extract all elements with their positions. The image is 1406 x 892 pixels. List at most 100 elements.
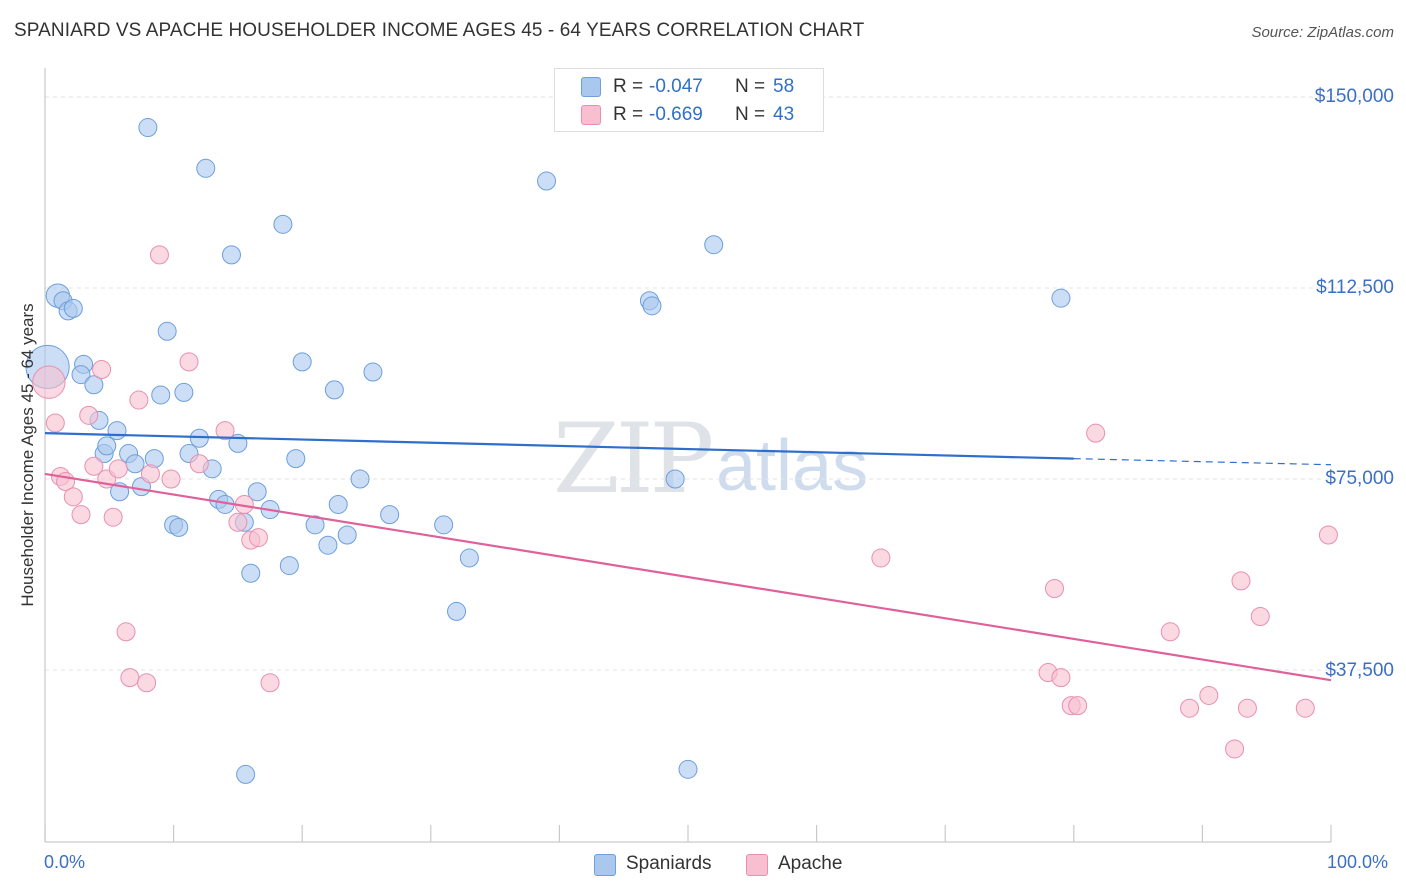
spaniard-point-4 — [63, 298, 83, 318]
legend-row-spaniards: R = -0.047 N = 58 — [555, 73, 823, 99]
spaniard-point-55 — [704, 235, 724, 255]
y-axis-title: Householder Income Ages 45 - 64 years — [18, 303, 37, 607]
spaniard-point-40 — [318, 535, 338, 555]
apache-point-35 — [1180, 698, 1200, 718]
bottom-legend-label-spaniards: Spaniards — [626, 853, 712, 874]
spaniard-point-52 — [642, 296, 662, 316]
watermark-zip: ZIP — [553, 403, 714, 515]
apache-point-30 — [1051, 668, 1071, 688]
apache-point-14 — [129, 390, 149, 410]
spaniard-point-25 — [196, 158, 216, 178]
spaniard-point-50 — [537, 171, 557, 191]
correlation-legend: R = -0.047 N = 58 R = -0.669 N = 43 — [554, 68, 824, 132]
bottom-legend-swatch-apache — [746, 854, 768, 876]
apache-point-39 — [1237, 698, 1257, 718]
legend-r-label: R = — [613, 104, 644, 125]
spaniard-point-57 — [236, 764, 256, 784]
spaniard-point-47 — [434, 515, 454, 535]
y-tick-label-150000: $150,000 — [1314, 86, 1394, 107]
legend-n-label: N = — [735, 104, 766, 125]
spaniard-point-39 — [305, 515, 325, 535]
spaniard-point-45 — [363, 362, 383, 382]
apache-point-7 — [84, 456, 104, 476]
bottom-legend-label-apache: Apache — [778, 853, 843, 874]
spaniard-point-46 — [380, 505, 400, 525]
legend-r-value-apache: -0.669 — [649, 104, 703, 125]
apache-point-4 — [63, 487, 83, 507]
apache-point-33 — [1086, 423, 1106, 443]
apache-point-20 — [189, 454, 209, 474]
legend-r-label: R = — [613, 76, 644, 97]
legend-n-label: N = — [735, 76, 766, 97]
spaniard-point-42 — [328, 494, 348, 514]
spaniard-point-43 — [337, 525, 357, 545]
apache-point-17 — [149, 245, 169, 265]
spaniard-point-44 — [350, 469, 370, 489]
spaniard-point-19 — [157, 321, 177, 341]
spaniard-point-21 — [169, 517, 189, 537]
apache-point-15 — [137, 673, 157, 693]
apache-point-34 — [1160, 622, 1180, 642]
apache-point-22 — [228, 512, 248, 532]
spaniard-point-24 — [189, 428, 209, 448]
apache-point-18 — [161, 469, 181, 489]
apache-point-6 — [79, 405, 99, 425]
spaniard-point-33 — [247, 482, 267, 502]
y-tick-label-75000: $75,000 — [1325, 468, 1394, 489]
apache-point-26 — [260, 673, 280, 693]
apache-point-0 — [32, 365, 66, 399]
spaniard-point-41 — [324, 380, 344, 400]
apache-point-16 — [140, 464, 160, 484]
spaniard-point-48 — [447, 601, 467, 621]
legend-n-value-spaniards: 58 — [773, 76, 795, 97]
apache-point-42 — [1318, 525, 1338, 545]
apache-point-29 — [1045, 579, 1065, 599]
watermark-atlas: atlas — [716, 426, 869, 506]
spaniard-point-14 — [125, 454, 145, 474]
spaniard-point-36 — [279, 556, 299, 576]
apache-point-27 — [871, 548, 891, 568]
apache-point-37 — [1225, 739, 1245, 759]
spaniard-point-56 — [1051, 288, 1071, 308]
y-tick-label-112500: $112,500 — [1316, 277, 1394, 298]
spaniard-point-54 — [678, 759, 698, 779]
apache-point-40 — [1250, 607, 1270, 627]
spaniard-point-29 — [221, 245, 241, 265]
spaniard-point-32 — [241, 563, 261, 583]
spaniard-point-7 — [84, 375, 104, 395]
spaniard-point-38 — [292, 352, 312, 372]
spaniard-point-17 — [151, 385, 171, 405]
spaniard-point-53 — [665, 469, 685, 489]
chart-title: SPANIARD VS APACHE HOUSEHOLDER INCOME AG… — [14, 20, 865, 41]
spaniard-point-10 — [97, 436, 117, 456]
apache-point-1 — [45, 413, 65, 433]
apache-point-21 — [215, 421, 235, 441]
spaniard-point-6 — [71, 365, 91, 385]
spaniard-point-16 — [138, 118, 158, 138]
spaniard-point-11 — [107, 421, 127, 441]
apache-point-12 — [116, 622, 136, 642]
bottom-legend-swatch-spaniards — [594, 854, 616, 876]
apache-point-11 — [108, 459, 128, 479]
spaniard-trend-line — [44, 432, 1074, 460]
source-label: Source: ZipAtlas.com — [1251, 24, 1394, 41]
legend-r-value-spaniards: -0.047 — [649, 76, 703, 97]
apache-point-13 — [120, 668, 140, 688]
legend-swatch-apache — [581, 105, 601, 125]
x-tick-label-min: 0.0% — [44, 852, 86, 872]
apache-point-19 — [179, 352, 199, 372]
y-tick-label-37500: $37,500 — [1325, 660, 1394, 681]
apache-point-10 — [103, 507, 123, 527]
legend-row-apache: R = -0.669 N = 43 — [555, 101, 823, 127]
spaniard-point-35 — [273, 214, 293, 234]
apache-point-36 — [1199, 685, 1219, 705]
apache-point-41 — [1295, 698, 1315, 718]
apache-trend-line — [44, 472, 1332, 682]
apache-point-25 — [248, 528, 268, 548]
legend-swatch-spaniards — [581, 77, 601, 97]
spaniard-point-49 — [459, 548, 479, 568]
apache-point-38 — [1231, 571, 1251, 591]
spaniard-trend-line-extension — [1073, 458, 1332, 466]
legend-n-value-apache: 43 — [773, 104, 795, 125]
